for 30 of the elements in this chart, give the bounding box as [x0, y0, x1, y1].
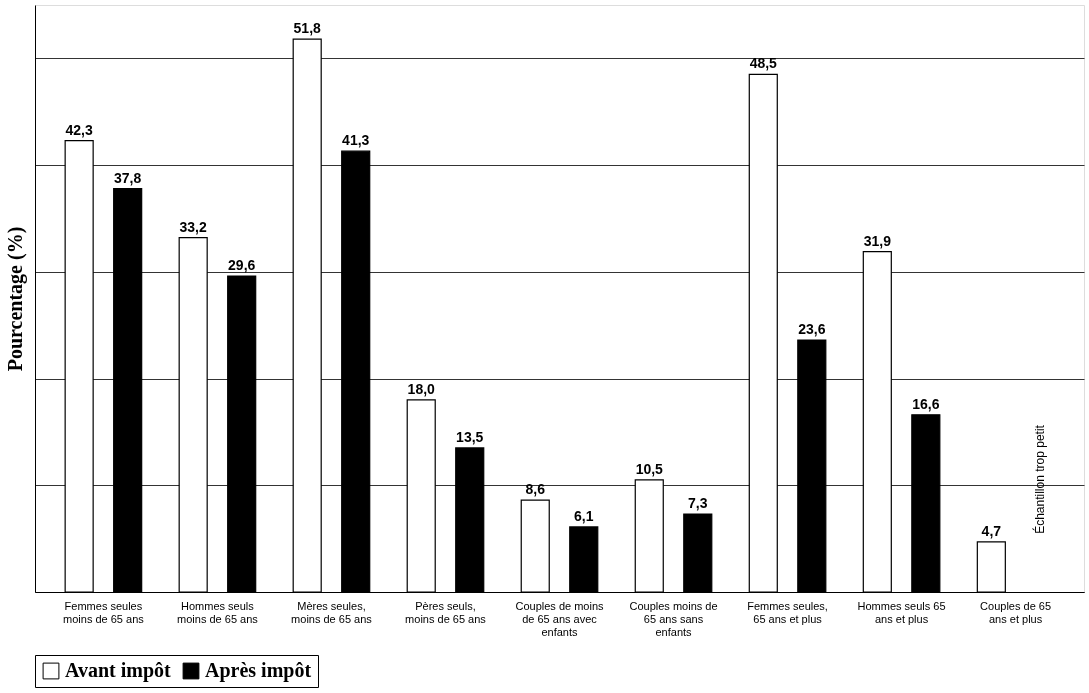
data-label: 37,8 — [114, 169, 142, 186]
data-label: 4,7 — [981, 522, 1002, 539]
data-label: 7,3 — [688, 495, 708, 512]
x-tick-label: Femmes seules, 65 ans et plus — [747, 599, 828, 625]
data-label: 6,1 — [574, 507, 594, 524]
data-label: 23,6 — [798, 321, 826, 338]
x-tick-label: Pères seuls, moins de 65 ans — [405, 599, 487, 625]
x-tick-label: Hommes seuls moins de 65 ans — [177, 599, 259, 625]
data-label: 29,6 — [228, 257, 256, 274]
data-label: 18,0 — [407, 380, 436, 397]
data-label: 10,5 — [635, 460, 664, 477]
x-tick-label: Couples moins de 65 ans sans enfants — [629, 599, 718, 638]
x-tick-label: Couples de 65 ans et plus — [980, 599, 1052, 625]
data-label: 41,3 — [342, 132, 370, 149]
y-axis-title: Pourcentage (%) — [3, 226, 27, 372]
x-tick-label: Hommes seuls 65 ans et plus — [857, 599, 946, 625]
data-label: 8,6 — [525, 481, 546, 498]
x-tick-label: Mères seules, moins de 65 ans — [291, 599, 373, 625]
data-label: 13,5 — [456, 428, 484, 445]
data-label: 51,8 — [293, 20, 322, 37]
data-label: 16,6 — [912, 395, 940, 412]
legend-label: Avant impôt — [65, 659, 172, 682]
x-tick-label: Femmes seules moins de 65 ans — [63, 599, 145, 625]
data-label: 31,9 — [863, 232, 892, 249]
legend-label: Après impôt — [205, 659, 312, 682]
data-label: 48,5 — [749, 55, 778, 72]
data-label: 33,2 — [179, 218, 208, 235]
x-tick-label: Couples de moins de 65 ans avec enfants — [515, 599, 605, 638]
data-label: 42,3 — [65, 121, 93, 138]
annotation: Échantillon trop petit — [1031, 424, 1047, 534]
